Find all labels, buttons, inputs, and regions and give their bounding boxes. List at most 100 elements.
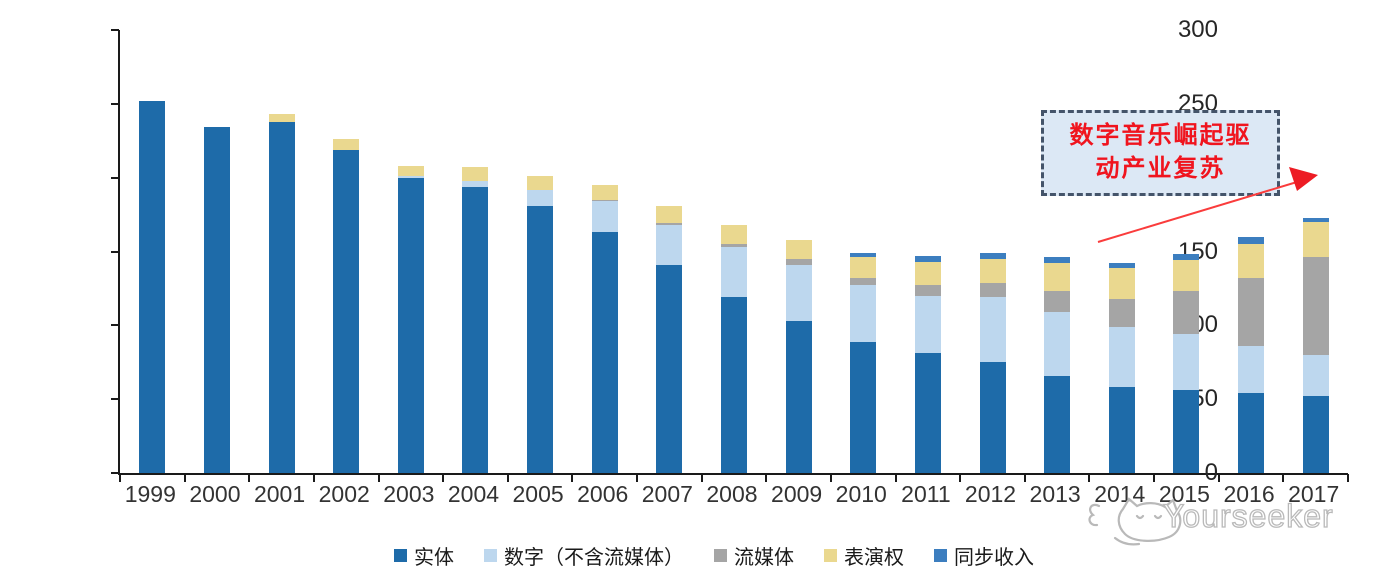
bar-2017 [1302,217,1329,473]
x-axis-label-2007: 2007 [641,481,693,507]
x-axis-label-2003: 2003 [383,481,435,507]
bar-segment-流媒体 [850,278,877,286]
x-axis-tick [377,474,380,482]
bar-2009 [785,239,812,473]
bar-segment-同步收入 [1302,217,1329,222]
bar-segment-表演权 [333,139,360,150]
bar-segment-表演权 [462,167,489,181]
plot-area: 050100150200250300 [111,18,1349,485]
bar-segment-表演权 [914,261,941,286]
bar-2011 [914,255,941,473]
x-axis-tick [765,474,768,482]
legend: 实体 数字（不含流媒体） 流媒体 表演权 同步收入 [0,541,1398,570]
bar-2007 [656,205,683,473]
bar-segment-表演权 [397,165,424,177]
legend-swatch-icon [394,549,407,562]
x-axis-tick [506,474,509,482]
bar-segment-同步收入 [914,255,941,262]
bar-segment-实体 [333,149,360,473]
bar-segment-实体 [1238,393,1265,473]
x-axis-label-2005: 2005 [512,481,564,507]
bar-segment-数字（不含流媒体） [397,176,424,178]
x-axis-label-2016: 2016 [1223,481,1275,507]
x-axis-label-1999: 1999 [124,481,176,507]
bar-segment-表演权 [656,205,683,224]
legend-swatch-icon [484,549,497,562]
x-axis-label-2013: 2013 [1029,481,1081,507]
y-axis-tick [111,176,119,179]
bar-segment-流媒体 [1238,278,1265,347]
annotation-line-1: 数字音乐崛起驱 [1069,123,1252,149]
bar-segment-表演权 [979,258,1006,283]
bar-segment-实体 [203,127,230,473]
x-axis-labels: 1999 2000 2001 2002 2003 2004 2005 2006 2007 2008… [118,481,1346,509]
bar-segment-表演权 [850,257,877,279]
bar-segment-实体 [268,121,295,473]
bar-1999 [139,100,166,473]
x-axis-label-2014: 2014 [1094,481,1146,507]
bar-segment-数字（不含流媒体） [1238,346,1265,394]
bar-2014 [1108,263,1135,473]
x-axis-label-2006: 2006 [577,481,629,507]
bar-segment-实体 [1108,387,1135,473]
bar-2005 [527,176,554,473]
bar-2008 [721,224,747,473]
x-axis-tick [700,474,703,482]
x-axis-tick [959,474,962,482]
bar-segment-表演权 [268,114,295,122]
x-axis-tick [636,474,639,482]
x-axis-label-2009: 2009 [771,481,823,507]
bar-segment-数字（不含流媒体） [785,264,812,321]
bar-segment-表演权 [721,224,747,245]
bar-2010 [850,253,877,473]
bar-segment-表演权 [1108,267,1135,299]
x-axis-tick [1088,474,1091,482]
bar-2006 [591,185,618,473]
legend-swatch-icon [714,549,727,562]
bar-segment-数字（不含流媒体） [914,295,941,354]
x-axis-tick [1282,474,1285,482]
bar-segment-流媒体 [721,244,747,248]
y-axis-tick [111,398,119,401]
bar-segment-流媒体 [1173,291,1200,335]
bar-segment-同步收入 [1173,254,1200,261]
x-axis-label-2010: 2010 [835,481,887,507]
x-axis-tick [312,474,315,482]
bar-segment-同步收入 [979,252,1006,259]
x-axis-tick [442,474,445,482]
legend-item-数字（不含流媒体）: 数字（不含流媒体） [484,541,684,570]
x-axis-label-2004: 2004 [447,481,500,507]
annotation-line-2: 动产业复苏 [1095,156,1226,182]
bar-segment-实体 [979,362,1006,473]
bar-segment-数字（不含流媒体） [656,224,683,265]
bar-segment-同步收入 [850,253,877,258]
legend-item-表演权: 表演权 [824,541,904,570]
bar-segment-实体 [850,341,877,473]
y-axis-tick [111,324,119,327]
bar-segment-数字（不含流媒体） [1173,334,1200,391]
bar-segment-实体 [462,186,489,473]
bar-2013 [1044,257,1071,473]
bar-segment-实体 [656,264,683,473]
x-axis-tick [1217,474,1220,482]
legend-item-实体: 实体 [394,541,454,570]
bar-segment-数字（不含流媒体） [1302,354,1329,397]
y-axis-label: 0 [1204,459,1218,486]
legend-label: 同步收入 [954,547,1034,569]
x-axis-tick [829,474,832,482]
legend-item-同步收入: 同步收入 [934,541,1034,570]
bar-2016 [1238,236,1265,473]
y-axis-tick [111,102,119,105]
x-axis-label-2008: 2008 [706,481,758,507]
bar-segment-表演权 [785,239,812,259]
x-axis-tick [1347,474,1349,482]
bar-segment-数字（不含流媒体） [1044,312,1071,376]
bar-segment-表演权 [1302,221,1329,258]
bar-segment-实体 [397,177,424,473]
y-axis-tick [111,250,119,253]
bar-segment-数字（不含流媒体） [527,189,554,206]
bar-segment-流媒体 [785,258,812,265]
legend-label: 实体 [414,547,454,569]
bar-segment-数字（不含流媒体） [462,180,489,187]
